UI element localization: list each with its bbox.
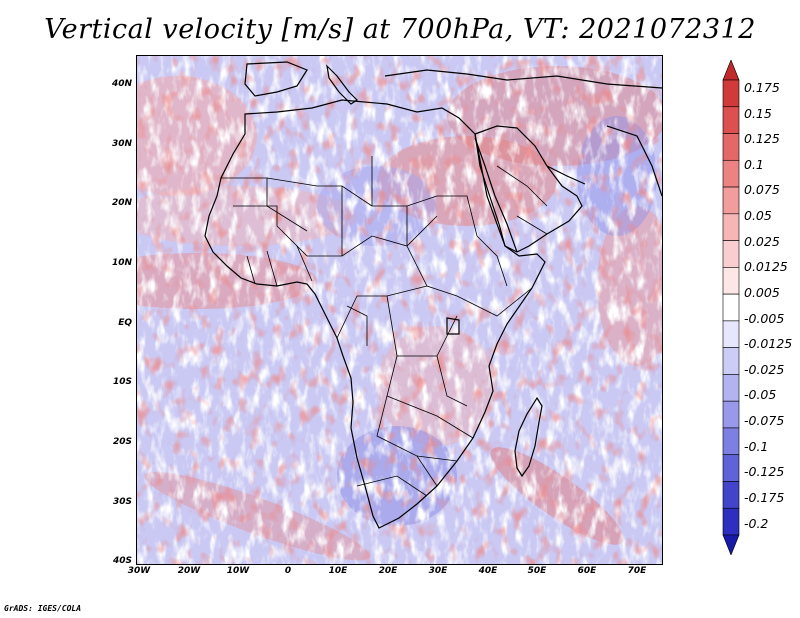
colorbar-label: -0.005 [744, 311, 785, 326]
map-svg [137, 56, 662, 564]
lon-label-20w: 20W [177, 566, 201, 576]
red-sea-outline [474, 137, 518, 253]
colorbar-label: -0.075 [744, 413, 785, 428]
lon-label-10e: 10E [328, 566, 348, 576]
colorbar-segment [722, 79, 740, 108]
colorbar-segment [722, 213, 740, 241]
lat-label-30n: 30N [111, 139, 132, 149]
colorbar-label: -0.0125 [744, 336, 793, 351]
colorbar-segment [722, 186, 740, 215]
colorbar-label: 0.025 [744, 234, 780, 249]
italy-outline [326, 64, 358, 105]
colorbar-label: 0.0125 [744, 259, 788, 274]
colorbar-label: 0.05 [744, 208, 772, 223]
colorbar-label: -0.025 [744, 362, 785, 377]
lat-label-40n: 40N [111, 79, 132, 89]
grads-credit: GrADS: IGES/COLA [4, 604, 82, 613]
lon-label-0: 0 [284, 566, 292, 576]
colorbar-segment [722, 267, 740, 295]
africa-coastline [204, 99, 546, 529]
persian-gulf-outline [546, 165, 586, 185]
lat-label-eq: EQ [118, 318, 132, 328]
colorbar-label: 0.15 [744, 106, 772, 121]
colorbar-label: 0.005 [744, 285, 780, 300]
lat-label-10n: 10N [111, 258, 132, 268]
lon-label-30e: 30E [428, 566, 448, 576]
colorbar-segment [722, 427, 740, 456]
colorbar [722, 60, 740, 555]
lon-label-10w: 10W [226, 566, 250, 576]
colorbar-label: 0.175 [744, 80, 780, 95]
country-borders [221, 156, 548, 497]
madagascar-outline [514, 396, 543, 478]
colorbar-segment [722, 240, 740, 268]
colorbar-label: 0.125 [744, 131, 780, 146]
colorbar-label: -0.1 [744, 439, 769, 454]
chart-title: Vertical velocity [m/s] at 700hPa, VT: 2… [44, 14, 756, 45]
lat-label-30s: 30S [112, 497, 132, 507]
colorbar-segment [722, 106, 740, 134]
colorbar-label: -0.175 [744, 490, 785, 505]
lon-label-20e: 20E [378, 566, 398, 576]
lon-label-50e: 50E [527, 566, 547, 576]
lat-label-10s: 10S [112, 377, 132, 387]
lon-label-40e: 40E [478, 566, 498, 576]
lon-label-60e: 60E [577, 566, 597, 576]
india-outline [606, 125, 662, 197]
colorbar-segment [722, 454, 740, 482]
colorbar-label: 0.1 [744, 157, 764, 172]
arabian-peninsula-outline [474, 125, 583, 253]
colorbar-segment [722, 320, 740, 348]
lat-label-20n: 20N [111, 198, 132, 208]
updraft-overlay [137, 56, 662, 564]
colorbar-segments [722, 60, 740, 555]
colorbar-segment [722, 400, 740, 429]
lat-label-40s: 40S [112, 556, 132, 566]
colorbar-segment [722, 60, 740, 81]
lon-label-70e: 70E [627, 566, 647, 576]
colorbar-segment [722, 293, 740, 322]
lat-label-20s: 20S [112, 437, 132, 447]
colorbar-label: -0.2 [744, 516, 769, 531]
lon-label-30w: 30W [127, 566, 151, 576]
map-plot-area[interactable] [136, 55, 663, 565]
colorbar-label: -0.125 [744, 464, 785, 479]
middle-east-outline [384, 69, 662, 89]
colorbar-segment [722, 507, 740, 536]
iberia-outline [244, 61, 308, 97]
colorbar-segment [722, 534, 740, 555]
colorbar-segment [722, 481, 740, 509]
coastlines [204, 61, 662, 529]
colorbar-segment [722, 374, 740, 402]
colorbar-segment [722, 133, 740, 161]
colorbar-label: -0.05 [744, 387, 777, 402]
colorbar-segment [722, 159, 740, 188]
colorbar-label: 0.075 [744, 182, 780, 197]
colorbar-segment [722, 347, 740, 375]
